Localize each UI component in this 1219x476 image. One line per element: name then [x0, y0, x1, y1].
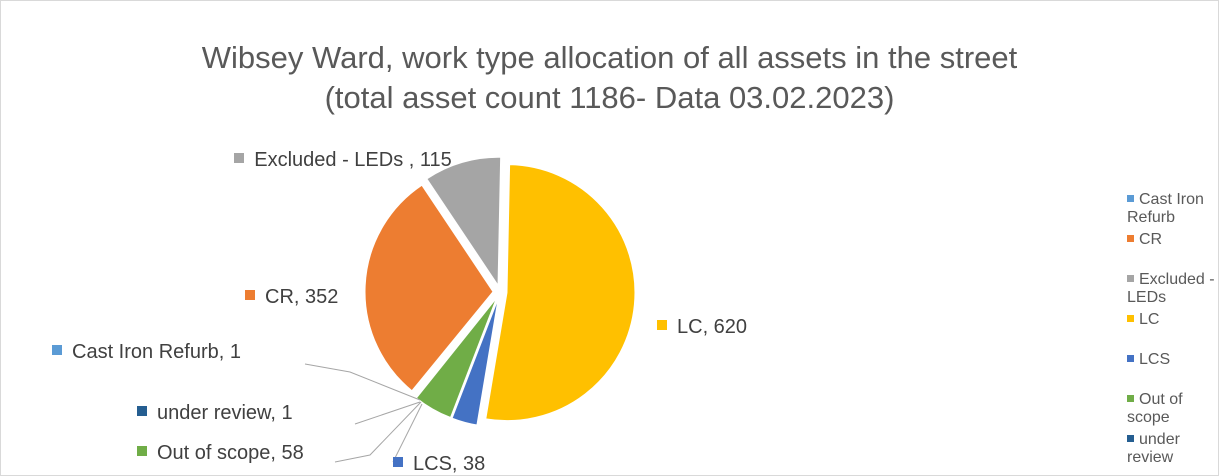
legend-label: Out of scope — [1127, 391, 1183, 426]
data-label: LCS, 38 — [393, 452, 485, 476]
legend-entry: Cast Iron Refurb — [1127, 191, 1219, 227]
chart-title: Wibsey Ward, work type allocation of all… — [201, 40, 1018, 75]
legend-marker — [1127, 355, 1134, 362]
data-label: CR, 352 — [245, 285, 338, 309]
legend-marker — [1127, 195, 1134, 202]
label-text: LC, 620 — [677, 316, 748, 338]
pie-slice — [364, 184, 494, 392]
chart-subtitle: (total asset count 1186- Data 03.02.2023… — [324, 80, 895, 115]
label-marker — [393, 457, 403, 467]
legend-marker — [1127, 275, 1134, 282]
label-text: CR, 352 — [265, 286, 339, 308]
pie-slice — [426, 156, 502, 287]
legend-entry: Out of scope — [1127, 391, 1219, 427]
leader-line — [392, 403, 423, 463]
legend-marker — [1127, 315, 1134, 322]
label-text: Excluded - LEDs , 115 — [254, 149, 452, 171]
label-text: LCS, 38 — [413, 453, 486, 475]
label-marker — [657, 320, 667, 330]
label-marker — [52, 345, 62, 355]
data-label: Out of scope, 58 — [137, 441, 304, 465]
leader-line — [304, 363, 421, 401]
legend-label: Cast Iron Refurb — [1127, 191, 1204, 226]
label-marker — [137, 446, 147, 456]
legend-entry: LCS — [1127, 351, 1170, 369]
leader-line — [354, 401, 421, 425]
legend-entry: CR — [1127, 231, 1162, 249]
legend-label: LCS — [1139, 351, 1171, 368]
label-marker — [245, 290, 255, 300]
pie-slice — [485, 164, 636, 422]
data-label: LC, 620 — [657, 315, 747, 339]
pie-slice — [415, 297, 497, 419]
legend-label: under review — [1127, 431, 1180, 466]
label-text: under review, 1 — [157, 402, 293, 424]
legend-entry: LC — [1127, 311, 1159, 329]
data-label: Cast Iron Refurb, 1 — [52, 340, 241, 364]
legend-marker — [1127, 435, 1134, 442]
legend-entry: under review — [1127, 431, 1219, 467]
legend-label: Excluded - LEDs — [1127, 271, 1215, 306]
leader-line — [334, 401, 422, 463]
legend-marker — [1127, 235, 1134, 242]
legend-entry: Excluded - LEDs — [1127, 271, 1219, 307]
label-text: Cast Iron Refurb, 1 — [72, 341, 241, 363]
legend-marker — [1127, 395, 1134, 402]
label-marker — [137, 406, 147, 416]
legend-label: CR — [1139, 231, 1163, 248]
pie-slice — [451, 298, 499, 426]
data-label: under review, 1 — [137, 401, 293, 425]
label-text: Out of scope, 58 — [157, 442, 304, 464]
legend-label: LC — [1139, 311, 1160, 328]
pie-slice — [414, 297, 496, 399]
data-label: Excluded - LEDs , 115 — [228, 148, 458, 172]
label-marker — [234, 153, 245, 163]
